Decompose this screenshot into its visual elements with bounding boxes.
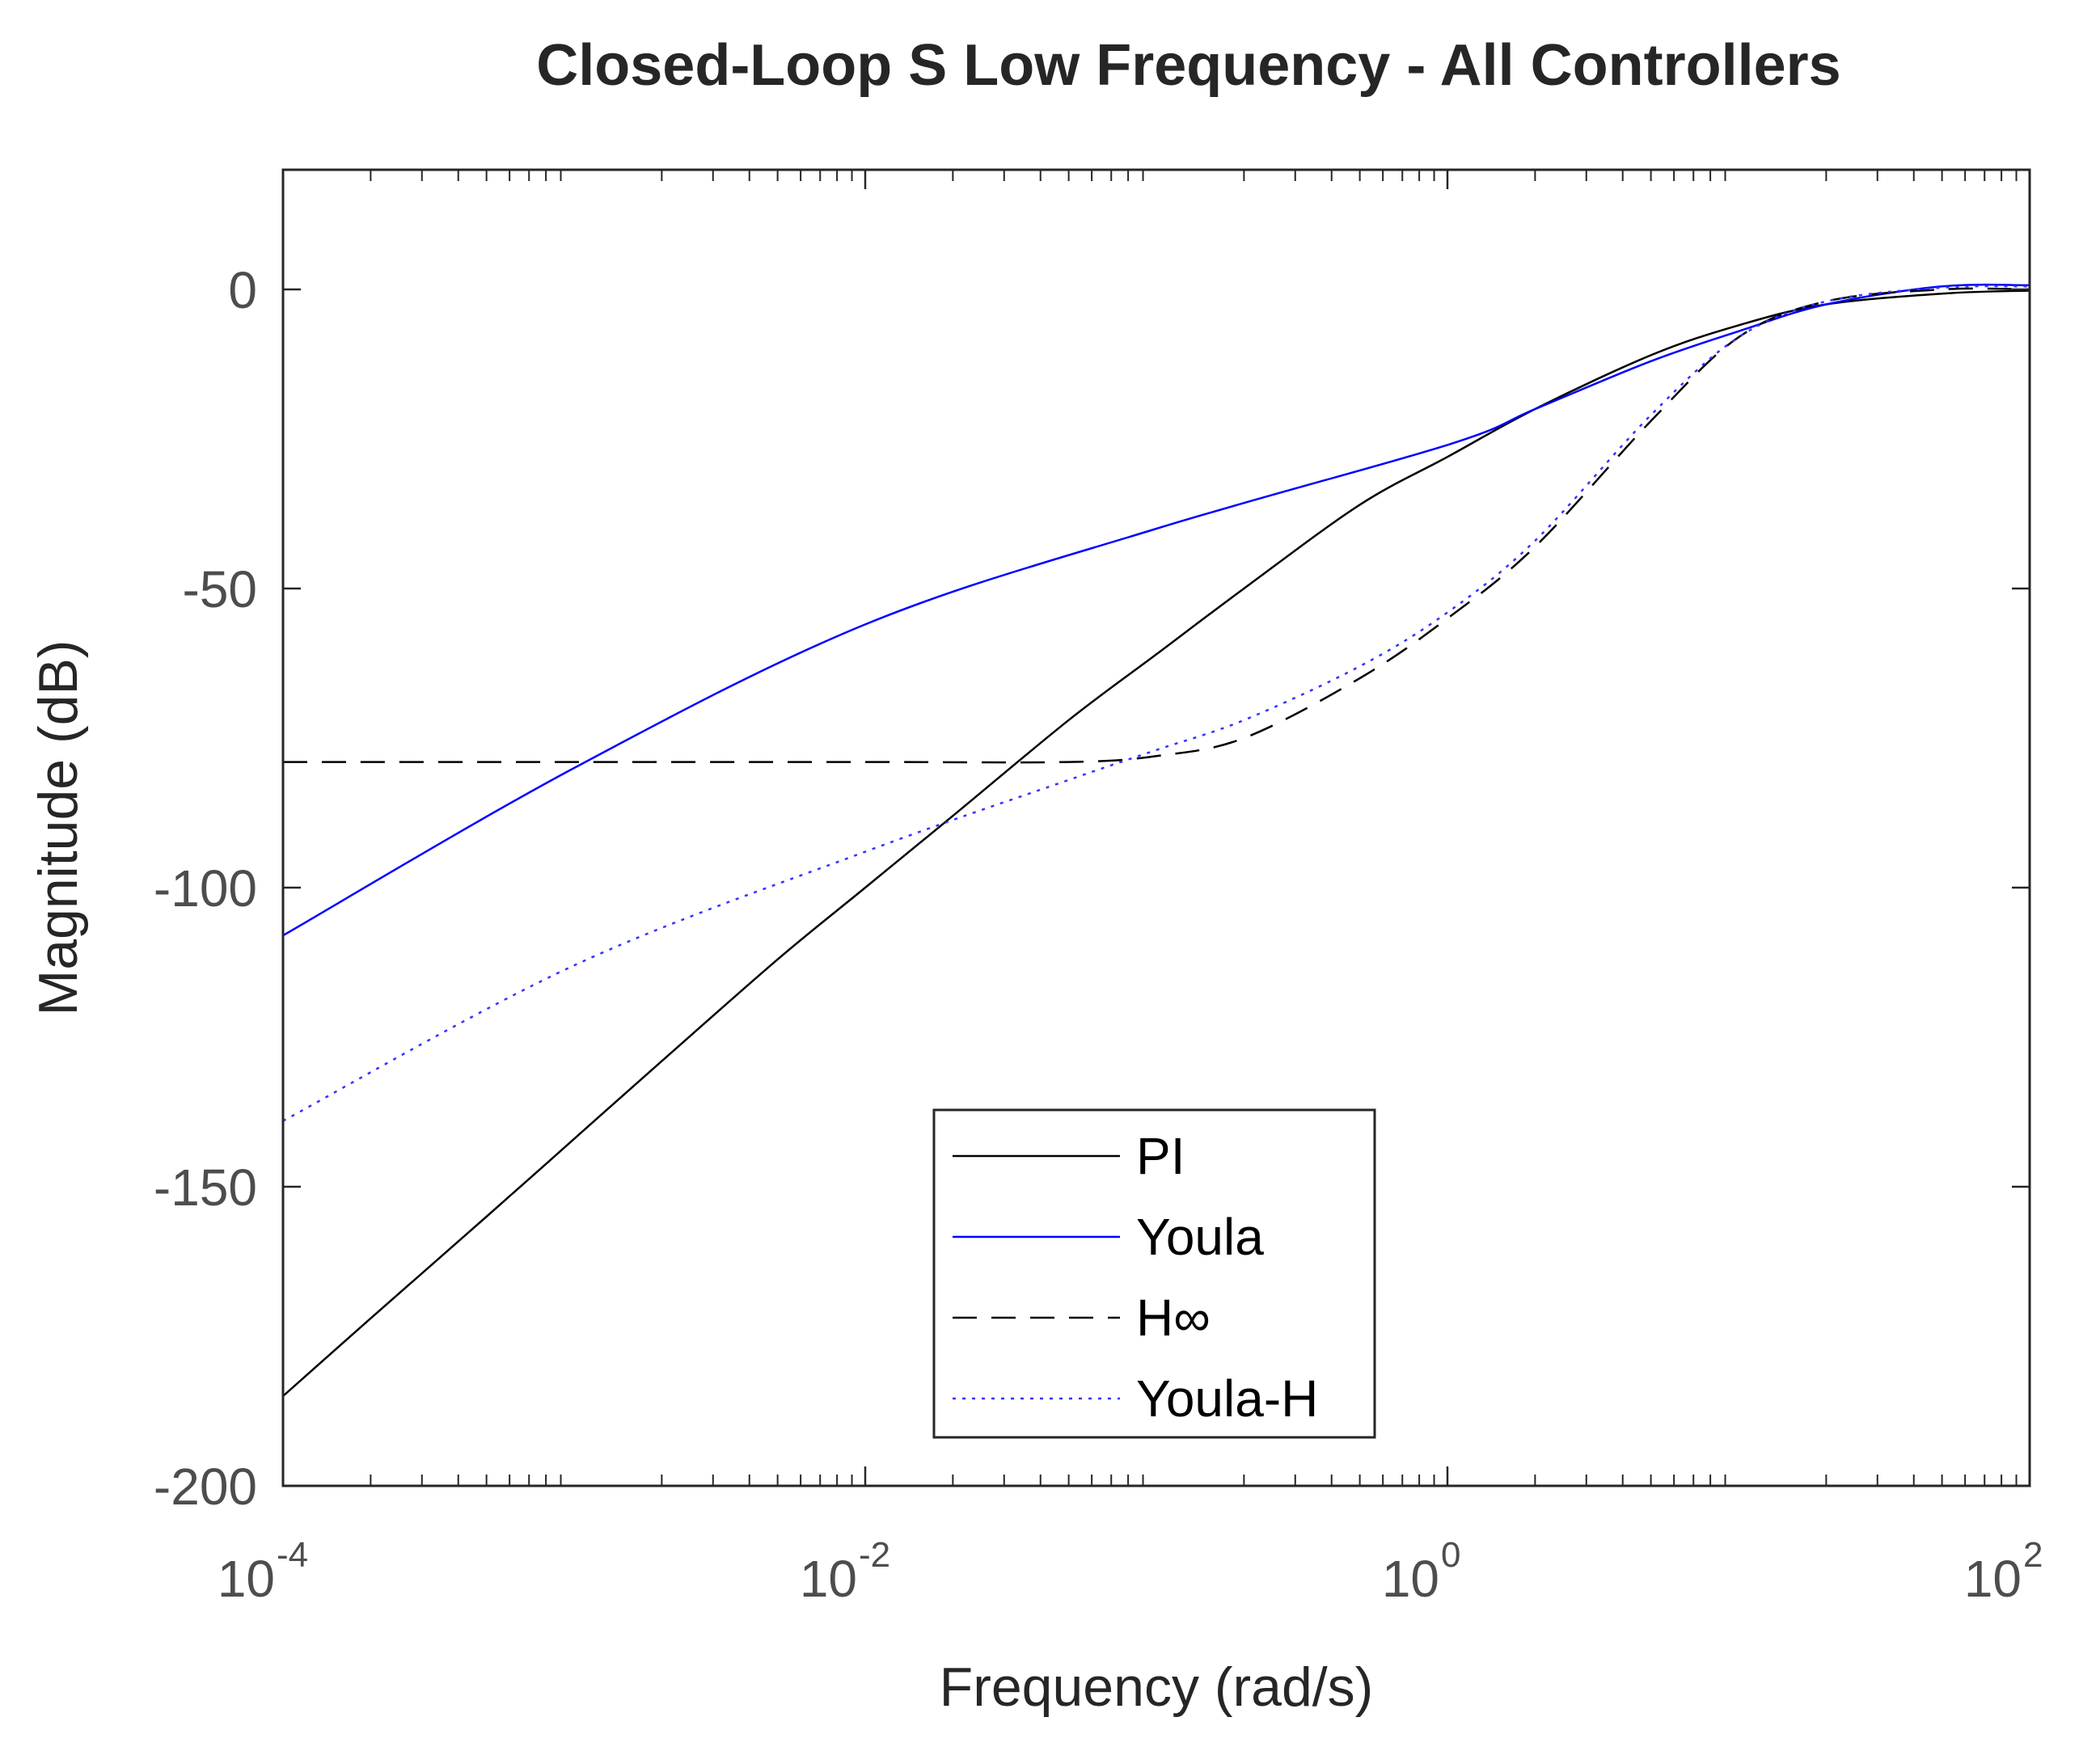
legend-entry: Youla-H (953, 1369, 1318, 1428)
legend-label: H∞ (1136, 1289, 1211, 1347)
legend-box (932, 1108, 1376, 1439)
series-line-1 (282, 289, 2030, 1397)
legend: PI Youla H∞ Youla-H (932, 1108, 1376, 1439)
x-tick-exponent: 0 (1441, 1535, 1460, 1575)
x-axis-label: Frequency (rad/s) (940, 1656, 1374, 1718)
y-tick-label: -50 (183, 560, 258, 618)
legend-entry: H∞ (953, 1289, 1211, 1347)
y-tick-label: -200 (154, 1458, 257, 1516)
series-line-2 (282, 283, 2030, 937)
x-tick-labels: 10 -4 10 -2 10 0 10 2 (218, 1535, 2043, 1608)
y-tick-label: -100 (154, 859, 257, 918)
x-tick-label: 10 2 (1964, 1535, 2043, 1608)
series-layer (282, 283, 2030, 1397)
series-line-3 (282, 287, 2030, 764)
legend-label: PI (1136, 1127, 1185, 1185)
legend-entry: PI (953, 1127, 1185, 1185)
x-tick-base: 10 (218, 1550, 275, 1608)
legend-label: Youla-H (1136, 1369, 1318, 1428)
y-tick-label: -150 (154, 1158, 257, 1217)
minor-ticks (370, 170, 2018, 1486)
y-tick-label: 0 (228, 261, 257, 319)
plot-frame (281, 168, 2031, 1487)
x-tick-base: 10 (1382, 1550, 1439, 1608)
legend-entry: Youla (953, 1208, 1264, 1266)
x-tick-exponent: -2 (859, 1535, 890, 1575)
x-tick-label: 10 0 (1382, 1535, 1461, 1608)
y-tick-labels: 0 -50 -100 -150 -200 (154, 261, 257, 1516)
x-tick-label: 10 -4 (218, 1535, 308, 1608)
x-tick-label: 10 -2 (800, 1535, 890, 1608)
legend-label: Youla (1136, 1208, 1264, 1266)
x-tick-exponent: 2 (2023, 1535, 2043, 1575)
x-tick-exponent: -4 (277, 1535, 308, 1575)
y-axis-label: Magnitude (dB) (27, 640, 89, 1016)
x-tick-base: 10 (1964, 1550, 2022, 1608)
chart-title: Closed-Loop S Low Frequency - All Contro… (536, 33, 1840, 98)
x-tick-base: 10 (800, 1550, 857, 1608)
